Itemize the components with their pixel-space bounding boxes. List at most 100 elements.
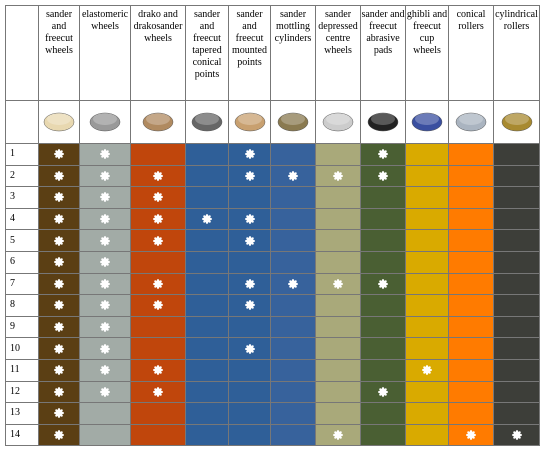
cell <box>405 294 449 317</box>
cell <box>38 294 80 317</box>
cell <box>315 358 361 382</box>
cell <box>315 423 361 447</box>
product-image <box>448 100 494 144</box>
product-icon <box>367 112 399 132</box>
availability-dot <box>378 149 388 160</box>
cell <box>405 164 449 188</box>
cell <box>270 380 316 404</box>
cell <box>448 358 494 382</box>
availability-dot <box>54 278 64 289</box>
product-image <box>79 100 131 144</box>
availability-dot <box>100 365 110 376</box>
availability-dot <box>100 170 110 181</box>
row-number: 13 <box>5 402 39 425</box>
product-icon <box>455 112 487 132</box>
column-header: sander and freecut abrasive pads <box>360 5 406 101</box>
cell <box>185 294 229 317</box>
product-image <box>360 100 406 144</box>
product-icon <box>234 112 265 132</box>
cell <box>405 186 449 209</box>
availability-dot <box>54 322 64 332</box>
row-number: 1 <box>5 143 39 166</box>
cell <box>270 402 316 425</box>
cell <box>270 294 316 317</box>
cell <box>448 315 494 339</box>
cell <box>405 143 449 166</box>
availability-dot <box>54 430 64 440</box>
availability-dot <box>100 343 110 354</box>
cell <box>493 229 540 252</box>
availability-dot <box>100 300 110 311</box>
corner-cell <box>5 5 39 101</box>
cell <box>315 164 361 188</box>
row-number: 2 <box>5 164 39 188</box>
cell <box>493 294 540 317</box>
product-table: sander and freecut wheels elastomeric whe… <box>5 5 540 447</box>
cell <box>79 250 131 274</box>
cell <box>270 315 316 339</box>
availability-dot <box>100 386 110 397</box>
cell <box>185 358 229 382</box>
cell <box>270 250 316 274</box>
cell <box>493 207 540 231</box>
cell <box>405 272 449 296</box>
product-icon <box>411 112 443 132</box>
cell <box>360 229 406 252</box>
cell <box>448 402 494 425</box>
cell <box>130 423 186 447</box>
cell <box>315 402 361 425</box>
data-row: 4 <box>5 207 540 231</box>
availability-dot <box>244 300 255 311</box>
product-image <box>315 100 361 144</box>
product-image <box>270 100 316 144</box>
cell <box>360 272 406 296</box>
row-number: 8 <box>5 294 39 317</box>
cell <box>38 402 80 425</box>
column-header: sander and freecut tapered conical point… <box>185 5 229 101</box>
cell <box>315 143 361 166</box>
cell <box>315 250 361 274</box>
cell <box>448 250 494 274</box>
cell <box>130 358 186 382</box>
cell <box>315 294 361 317</box>
availability-dot <box>244 214 255 224</box>
cell <box>79 423 131 447</box>
data-row: 5 <box>5 229 540 252</box>
cell <box>185 315 229 339</box>
cell <box>38 358 80 382</box>
column-header: elastomeric wheels <box>79 5 131 101</box>
cell <box>38 423 80 447</box>
availability-dot <box>54 235 64 246</box>
availability-dot <box>466 430 476 440</box>
row-number: 7 <box>5 272 39 296</box>
cell <box>185 229 229 252</box>
data-row: 12 <box>5 380 540 404</box>
cell <box>228 402 271 425</box>
cell <box>448 423 494 447</box>
availability-dot <box>100 149 110 160</box>
data-row: 6 <box>5 250 540 274</box>
cell <box>130 380 186 404</box>
cell <box>448 272 494 296</box>
cell <box>228 143 271 166</box>
cell <box>79 229 131 252</box>
cell <box>185 164 229 188</box>
product-icon <box>277 112 309 132</box>
availability-dot <box>288 278 298 289</box>
cell <box>360 294 406 317</box>
cell <box>405 207 449 231</box>
product-icon <box>191 112 223 132</box>
availability-dot <box>378 278 388 289</box>
cell <box>405 402 449 425</box>
cell <box>79 402 131 425</box>
cell <box>130 186 186 209</box>
cell <box>493 423 540 447</box>
column-header: sander and freecut mounted points <box>228 5 271 101</box>
data-row: 9 <box>5 315 540 339</box>
data-row: 7 <box>5 272 540 296</box>
availability-dot <box>100 322 110 332</box>
data-row: 8 <box>5 294 540 317</box>
availability-dot <box>100 257 110 268</box>
row-number: 14 <box>5 423 39 447</box>
